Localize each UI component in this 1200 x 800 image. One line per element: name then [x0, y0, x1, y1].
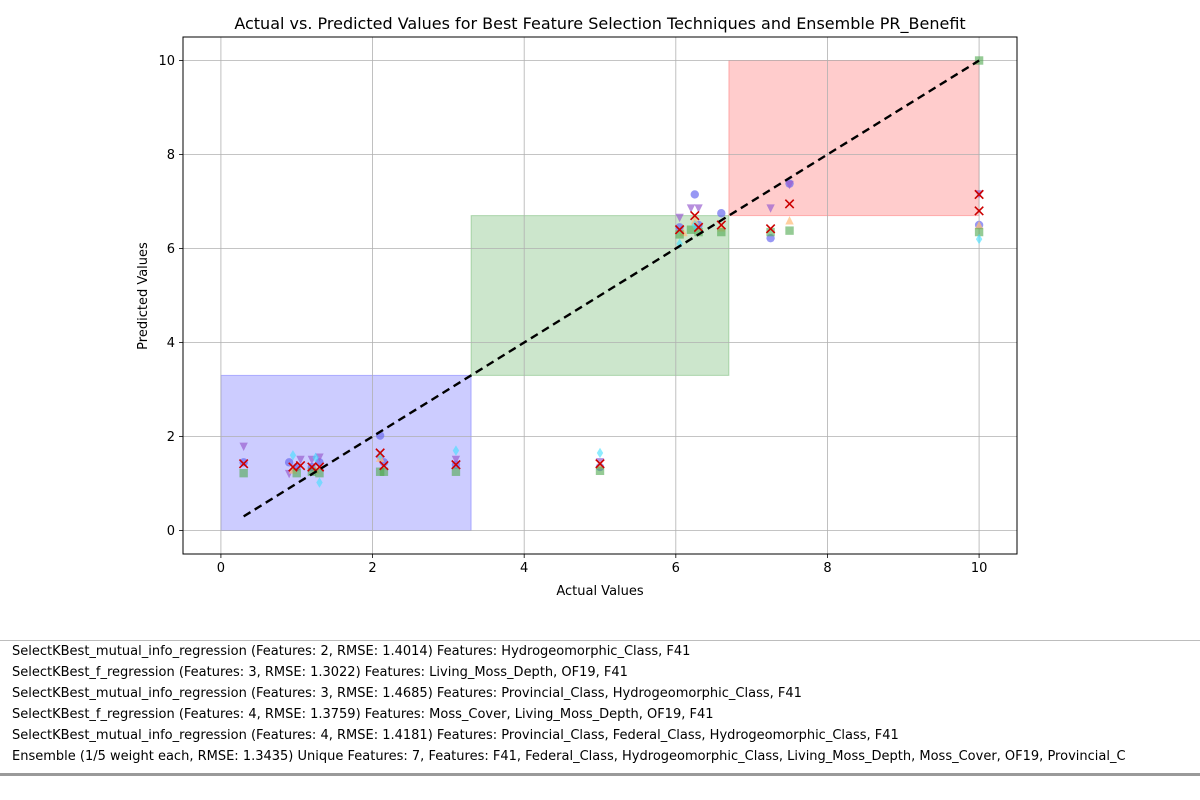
x-tick-label: 8: [823, 561, 831, 576]
legend-line-2: SelectKBest_f_regression (Features: 3, R…: [12, 665, 628, 680]
data-point-series-6: [379, 460, 389, 471]
data-point-series-5: [596, 447, 604, 459]
data-point-series-6: [451, 459, 461, 470]
x-tick-label: 2: [368, 561, 376, 576]
legend-line-5: SelectKBest_mutual_info_regression (Feat…: [12, 728, 899, 743]
data-point-series-6: [307, 462, 317, 472]
data-point-series-6-stroke: [784, 199, 795, 209]
data-point-series-6-stroke: [974, 206, 984, 216]
data-point-series-1: [717, 209, 726, 218]
legend-box: SelectKBest_mutual_info_regression (Feat…: [0, 640, 1200, 776]
scatter-chart: Actual vs. Predicted Values for Best Fea…: [136, 14, 1018, 599]
data-point-series-6-stroke: [765, 223, 776, 234]
data-point-series-6-stroke: [974, 189, 984, 200]
data-point-series-6-stroke: [674, 224, 685, 235]
data-point-series-5: [316, 477, 323, 488]
data-point-series-6-stroke: [288, 462, 298, 472]
data-point-series-6: [288, 462, 298, 472]
data-point-series-6: [974, 206, 984, 216]
data-point-series-4: [694, 227, 703, 237]
data-point-series-6: [238, 458, 249, 469]
chart-title: Actual vs. Predicted Values for Best Fea…: [234, 14, 965, 34]
data-point-series-6: [716, 220, 727, 230]
data-point-series-6-stroke: [314, 462, 325, 472]
data-point-series-6-stroke: [238, 458, 249, 469]
identity-line: [243, 59, 980, 518]
data-point-series-5: [975, 233, 983, 245]
data-point-series-4: [239, 468, 248, 478]
y-tick-label: 0: [167, 524, 175, 539]
data-point-series-6-stroke: [451, 459, 461, 470]
data-point-series-4: [766, 227, 775, 237]
x-tick-label: 4: [520, 561, 528, 576]
data-point-series-2: [296, 455, 305, 465]
data-point-series-6-stroke: [693, 222, 704, 233]
y-tick-label: 2: [167, 430, 175, 445]
data-point-series-6-stroke: [307, 462, 317, 472]
y-tick-label: 10: [158, 54, 175, 69]
data-point-series-5: [452, 445, 460, 456]
plot-frame: [182, 36, 1018, 555]
data-point-series-6: [295, 460, 306, 471]
data-point-series-4: [451, 467, 461, 476]
data-point-series-6-stroke: [295, 460, 306, 471]
data-point-series-4: [686, 225, 696, 234]
data-point-series-1: [239, 458, 248, 467]
data-point-series-2: [694, 204, 703, 213]
data-point-series-1: [690, 190, 699, 199]
data-point-series-6: [693, 222, 704, 233]
data-point-series-4: [315, 468, 324, 478]
data-point-series-4: [675, 230, 684, 239]
data-point-series-1: [675, 223, 684, 232]
data-point-series-4: [785, 226, 794, 235]
data-point-series-3: [785, 216, 794, 225]
data-point-series-5: [289, 450, 297, 461]
data-point-series-5: [376, 450, 384, 461]
data-point-series-2: [451, 455, 461, 465]
data-point-series-6: [690, 210, 700, 221]
data-point-series-6: [595, 458, 605, 469]
data-point-series-6: [765, 223, 776, 234]
data-point-series-2: [239, 442, 248, 452]
y-tick-label: 6: [167, 242, 175, 257]
data-point-series-3: [974, 220, 984, 230]
data-point-series-4: [307, 467, 317, 476]
data-point-series-4: [292, 468, 301, 478]
x-axis-label: Actual Values: [556, 584, 644, 599]
data-point-series-4: [974, 227, 984, 237]
y-tick-label: 8: [167, 148, 175, 163]
data-point-series-6: [375, 448, 385, 458]
x-tick-label: 10: [971, 561, 988, 576]
data-point-series-6: [784, 199, 795, 209]
x-tick-label: 0: [217, 561, 225, 576]
data-point-series-2: [686, 204, 696, 213]
x-tick-label: 6: [672, 561, 680, 576]
data-point-series-6: [674, 224, 685, 235]
legend-line-3: SelectKBest_mutual_info_regression (Feat…: [12, 686, 802, 701]
y-tick-label: 4: [167, 336, 175, 351]
data-point-series-2: [766, 204, 775, 213]
data-point-series-5: [312, 452, 319, 463]
data-point-series-2: [785, 180, 794, 190]
data-point-series-6: [314, 462, 325, 472]
data-point-series-6-stroke: [375, 448, 385, 458]
data-point-series-2: [675, 213, 684, 223]
data-point-series-5: [691, 219, 698, 231]
legend-line-4: SelectKBest_f_regression (Features: 4, R…: [12, 707, 714, 722]
legend-line-1: SelectKBest_mutual_info_regression (Feat…: [12, 644, 691, 659]
data-point-series-4: [379, 467, 389, 476]
data-point-series-6-stroke: [595, 458, 605, 469]
data-point-series-6-stroke: [690, 210, 700, 221]
data-point-series-4: [595, 466, 605, 476]
data-point-series-6-stroke: [716, 220, 727, 230]
legend-line-6: Ensemble (1/5 weight each, RMSE: 1.3435)…: [12, 749, 1126, 764]
data-point-series-6-stroke: [379, 460, 389, 471]
data-point-series-4: [717, 227, 726, 237]
y-axis-label: Predicted Values: [136, 242, 151, 350]
data-point-series-6: [974, 189, 984, 200]
